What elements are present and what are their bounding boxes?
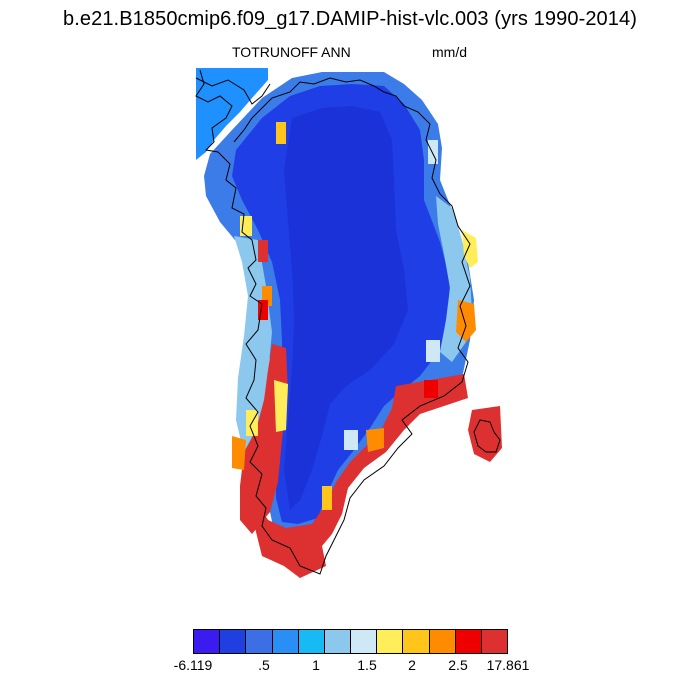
colorbar-tick-label: 2.5: [448, 657, 468, 673]
coastline-island: [473, 419, 501, 453]
colorbar-tick-label: 1.5: [357, 657, 377, 673]
map-region-west-orange: [232, 436, 246, 470]
colorbar-swatch: [481, 630, 508, 653]
map-cell: [428, 140, 438, 164]
map-cell: [276, 122, 286, 144]
colorbar-swatch: [194, 630, 221, 653]
map-cell: [240, 216, 252, 236]
colorbar-swatch: [324, 630, 352, 653]
map-cell: [344, 430, 358, 450]
colorbar-swatch: [403, 630, 430, 653]
colorbar-tick-label: 17.861: [486, 657, 530, 673]
map-region-east-yellow: [462, 230, 478, 268]
colorbar-tick-label: .5: [258, 657, 270, 673]
plot-title: b.e21.B1850cmip6.f09_g17.DAMIP-hist-vlc.…: [63, 8, 637, 30]
map-region-southeast-orange: [366, 428, 384, 452]
colorbar-tick-label: 1: [312, 657, 320, 673]
colorbar-tick-label: 2: [408, 657, 416, 673]
map-region-core: [284, 106, 408, 510]
colorbar-swatch: [429, 630, 456, 653]
map-cell: [262, 286, 272, 306]
map-cell: [258, 300, 268, 320]
coastline: [195, 69, 471, 575]
map-cell: [424, 380, 438, 398]
map-region-west-yellow: [274, 380, 288, 432]
map-cell: [322, 486, 332, 510]
colorbar-swatch: [377, 630, 404, 653]
colorbar-swatch: [351, 630, 378, 653]
colorbar-swatch: [455, 630, 482, 653]
map-region-southeast-red: [254, 374, 468, 578]
colorbar-swatch: [246, 630, 273, 653]
colorbar-swatch: [272, 630, 299, 653]
map-region-northwest: [196, 68, 268, 160]
colorbar-swatch: [298, 630, 325, 653]
map-cell: [258, 240, 268, 262]
colorbar: [193, 629, 508, 654]
map-cell: [426, 340, 440, 362]
map-region-east-island: [468, 406, 502, 462]
colorbar-tick-label: -6.119: [173, 657, 213, 673]
colorbar-swatch: [220, 630, 247, 653]
coastline-ellesmere: [195, 77, 271, 105]
units-label: mm/d: [432, 44, 467, 60]
variable-label: TOTRUNOFF ANN: [232, 44, 351, 60]
